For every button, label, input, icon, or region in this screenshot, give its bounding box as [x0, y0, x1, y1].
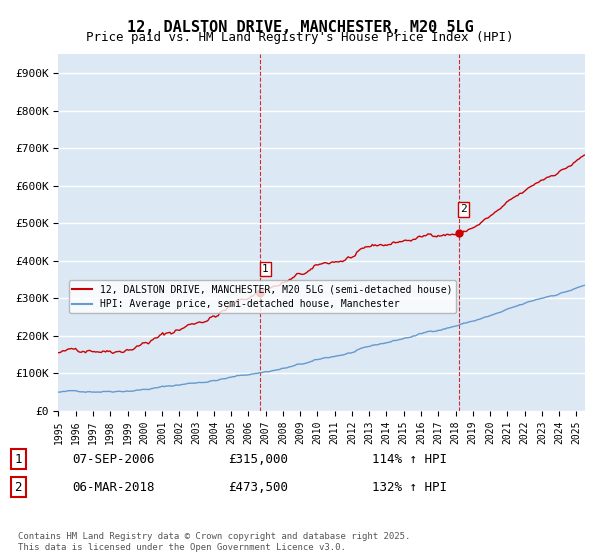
Text: 06-MAR-2018: 06-MAR-2018: [72, 480, 155, 494]
Text: 12, DALSTON DRIVE, MANCHESTER, M20 5LG: 12, DALSTON DRIVE, MANCHESTER, M20 5LG: [127, 20, 473, 35]
Text: 2: 2: [14, 480, 22, 494]
Text: £473,500: £473,500: [228, 480, 288, 494]
Text: Contains HM Land Registry data © Crown copyright and database right 2025.
This d: Contains HM Land Registry data © Crown c…: [18, 532, 410, 552]
Text: 2: 2: [460, 204, 467, 214]
Text: £315,000: £315,000: [228, 452, 288, 466]
Text: Price paid vs. HM Land Registry's House Price Index (HPI): Price paid vs. HM Land Registry's House …: [86, 31, 514, 44]
Text: 07-SEP-2006: 07-SEP-2006: [72, 452, 155, 466]
Text: 1: 1: [262, 264, 269, 274]
Legend: 12, DALSTON DRIVE, MANCHESTER, M20 5LG (semi-detached house), HPI: Average price: 12, DALSTON DRIVE, MANCHESTER, M20 5LG (…: [68, 280, 456, 313]
Text: 114% ↑ HPI: 114% ↑ HPI: [372, 452, 447, 466]
Text: 132% ↑ HPI: 132% ↑ HPI: [372, 480, 447, 494]
Text: 1: 1: [14, 452, 22, 466]
